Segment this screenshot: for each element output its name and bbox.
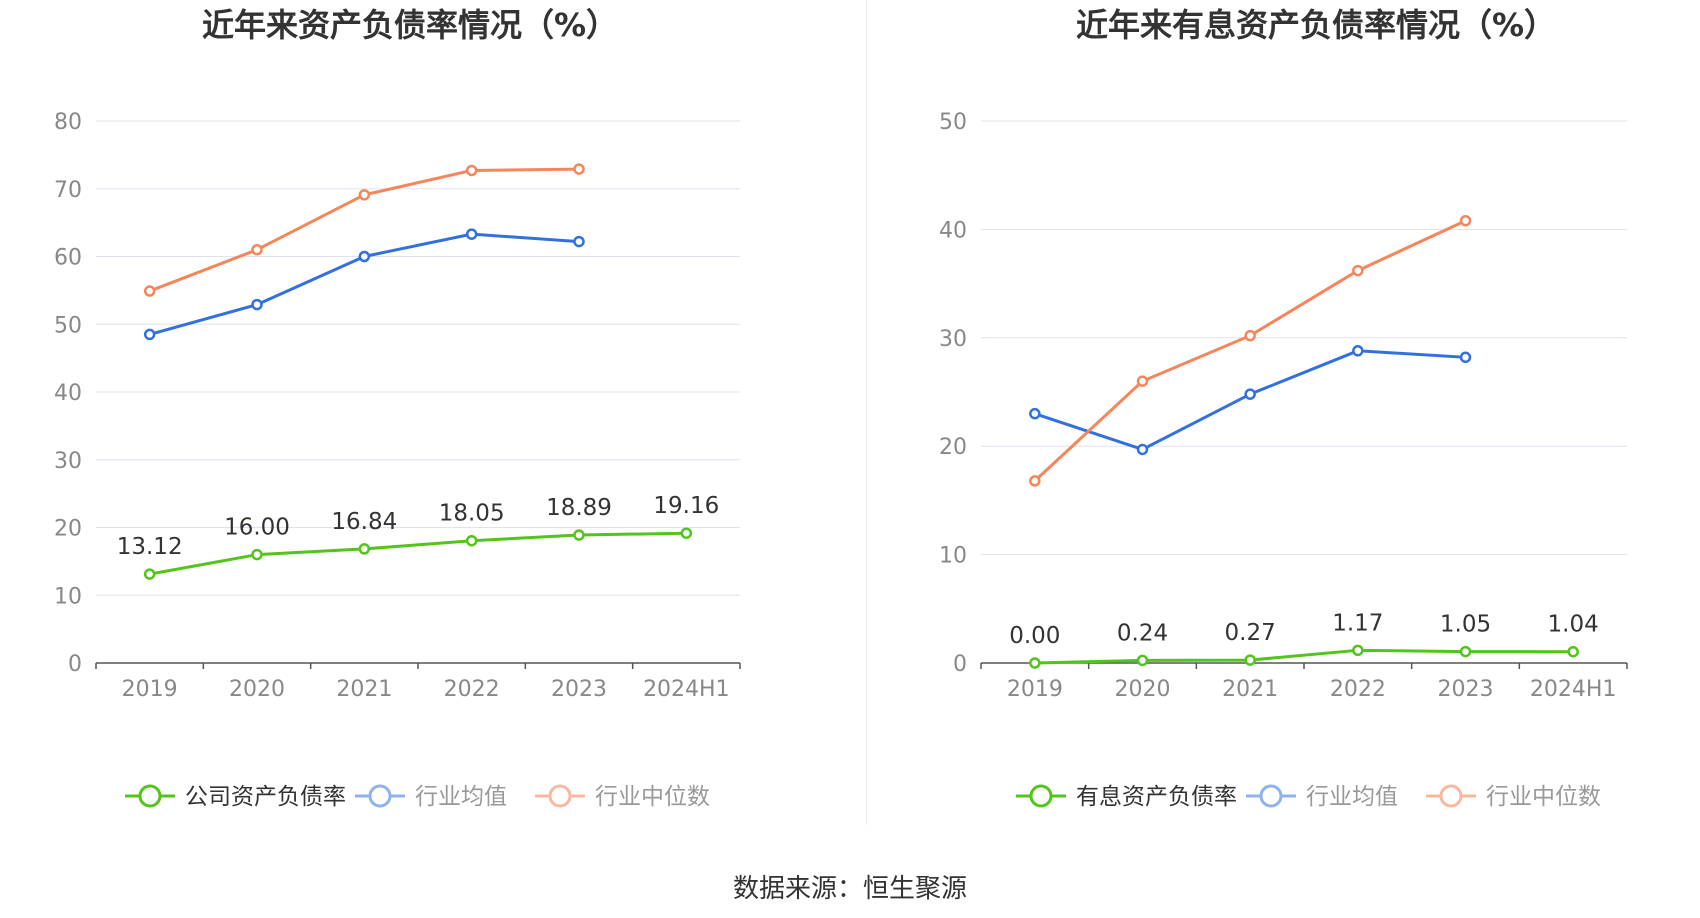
y-tick-label: 50 xyxy=(939,110,967,135)
legend-marker xyxy=(1259,784,1283,808)
y-tick-label: 80 xyxy=(54,110,82,135)
data-point-median xyxy=(1029,475,1041,487)
y-tick-label: 50 xyxy=(54,313,82,338)
x-tick-label: 2019 xyxy=(1007,677,1063,702)
x-tick-label: 2022 xyxy=(444,677,500,702)
data-point-median xyxy=(358,189,371,201)
y-tick-label: 40 xyxy=(54,381,82,406)
y-tick-label: 10 xyxy=(939,544,967,569)
series-line-avg xyxy=(1034,349,1466,451)
x-tick-label: 2021 xyxy=(336,677,392,702)
data-point-avg xyxy=(251,298,263,311)
data-point-avg xyxy=(358,250,371,263)
legend-label: 公司资产负债率 xyxy=(185,784,346,810)
data-label: 1.05 xyxy=(1440,612,1491,638)
data-point-median xyxy=(1244,329,1256,342)
data-label: 1.04 xyxy=(1548,612,1599,638)
x-tick-label: 2021 xyxy=(1222,677,1278,702)
x-tick-label: 2024H1 xyxy=(643,677,730,702)
data-point-avg xyxy=(1459,351,1472,364)
data-point-median xyxy=(1459,214,1472,227)
data-point-median xyxy=(1352,264,1364,277)
data-label: 18.89 xyxy=(546,495,612,521)
x-tick-label: 2022 xyxy=(1330,677,1386,702)
data-point-median xyxy=(251,243,263,256)
data-point-company xyxy=(1244,654,1256,666)
data-point-avg xyxy=(1244,388,1256,400)
legend-label: 行业中位数 xyxy=(595,784,710,810)
data-point-median xyxy=(143,285,156,297)
legend-label: 行业中位数 xyxy=(1486,784,1601,810)
legend-marker xyxy=(138,784,162,808)
data-point-company xyxy=(680,527,693,539)
y-tick-label: 70 xyxy=(54,178,82,203)
data-point-company xyxy=(143,568,156,580)
y-tick-label: 20 xyxy=(939,435,967,460)
x-tick-label: 2020 xyxy=(1115,677,1171,702)
y-tick-label: 30 xyxy=(54,449,82,474)
data-point-company xyxy=(1029,657,1041,669)
series-line-company xyxy=(149,531,687,576)
x-tick-label: 2023 xyxy=(1438,677,1494,702)
data-label: 16.84 xyxy=(331,509,397,535)
legend-marker xyxy=(368,784,392,808)
legend-marker xyxy=(548,784,572,808)
y-tick-label: 10 xyxy=(54,584,82,609)
data-point-avg xyxy=(465,228,478,240)
data-point-company xyxy=(251,548,263,561)
chart-title: 近年来有息资产负债率情况（%） xyxy=(1076,6,1556,44)
data-label: 16.00 xyxy=(224,515,290,541)
data-point-median xyxy=(573,163,585,175)
y-tick-label: 40 xyxy=(939,218,967,243)
data-point-median xyxy=(1136,375,1149,387)
x-tick-label: 2024H1 xyxy=(1530,677,1617,702)
x-tick-label: 2020 xyxy=(229,677,285,702)
data-label: 0.27 xyxy=(1225,620,1276,646)
series-line-median xyxy=(149,167,580,293)
data-point-avg xyxy=(143,328,156,341)
x-tick-label: 2023 xyxy=(551,677,607,702)
y-tick-label: 20 xyxy=(54,517,82,542)
data-point-company xyxy=(573,529,585,541)
y-tick-label: 30 xyxy=(939,327,967,352)
data-point-avg xyxy=(573,235,585,248)
data-point-company xyxy=(1352,644,1364,657)
data-point-company xyxy=(1459,645,1472,658)
chart-debt-ratio: 近年来资产负债率情况（%） 0 10 20 30 40 50 60 70 80 2019 2020 20… xyxy=(54,6,741,810)
data-label: 0.24 xyxy=(1117,620,1168,646)
data-point-company xyxy=(465,534,478,547)
data-label: 19.16 xyxy=(653,493,719,519)
data-source: 数据来源：恒生聚源 xyxy=(732,874,967,904)
data-point-company xyxy=(1136,654,1149,667)
data-label: 18.05 xyxy=(439,501,505,527)
data-point-avg xyxy=(1029,407,1041,420)
chart-title: 近年来资产负债率情况（%） xyxy=(202,6,618,44)
data-label: 0.00 xyxy=(1009,623,1060,649)
data-label: 13.12 xyxy=(117,534,183,560)
data-point-avg xyxy=(1136,443,1149,456)
x-tick-label: 2019 xyxy=(122,677,178,702)
data-label: 1.17 xyxy=(1332,610,1383,636)
data-point-avg xyxy=(1352,345,1364,357)
y-tick-label: 0 xyxy=(953,652,967,677)
data-point-company xyxy=(1567,645,1579,658)
y-tick-label: 0 xyxy=(68,652,82,677)
legend-label: 行业均值 xyxy=(415,784,507,810)
series-line-company xyxy=(1034,648,1574,665)
legend-label: 行业均值 xyxy=(1306,784,1398,810)
legend-label: 有息资产负债率 xyxy=(1076,784,1237,810)
legend-marker xyxy=(1439,784,1463,808)
series-line-median xyxy=(1033,219,1467,482)
data-point-company xyxy=(358,543,371,555)
chart-interest-debt-ratio: 近年来有息资产负债率情况（%） 0 10 20 30 40 50 2019 2020 2021 20… xyxy=(939,6,1628,810)
chart-divider xyxy=(866,0,867,825)
legend-marker xyxy=(1029,784,1053,808)
data-point-median xyxy=(465,164,478,177)
series-line-avg xyxy=(149,232,580,336)
y-tick-label: 60 xyxy=(54,246,82,271)
